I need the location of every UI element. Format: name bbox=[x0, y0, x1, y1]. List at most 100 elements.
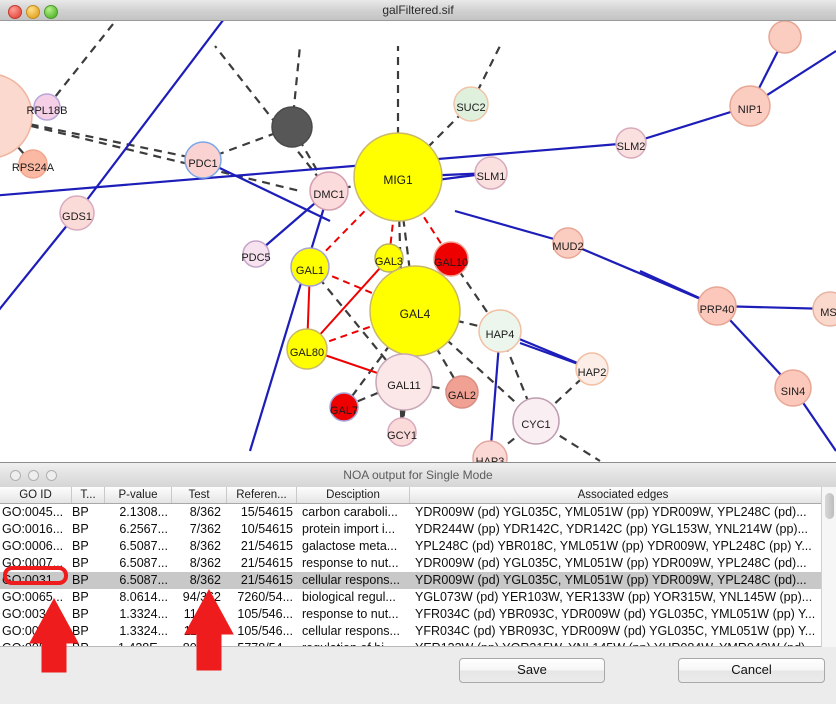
table-row[interactable]: GO:0031... BP 6.5087... 8/362 21/54615 cellul… bbox=[0, 572, 836, 589]
network-node[interactable] bbox=[768, 21, 802, 54]
column-header-p-value[interactable]: P-value bbox=[105, 487, 172, 503]
node-circle[interactable] bbox=[329, 392, 359, 422]
node-circle[interactable] bbox=[474, 156, 508, 190]
network-edge[interactable] bbox=[248, 190, 331, 452]
network-edge[interactable] bbox=[343, 380, 405, 409]
network-edge[interactable] bbox=[214, 45, 330, 192]
node-circle[interactable] bbox=[552, 227, 584, 259]
network-node[interactable]: MIG1 bbox=[353, 132, 443, 222]
network-node[interactable]: GAL1 bbox=[290, 247, 330, 287]
column-header-description[interactable]: Desciption bbox=[297, 487, 410, 503]
network-node[interactable]: GAL80 bbox=[286, 328, 328, 370]
node-circle[interactable] bbox=[768, 21, 802, 54]
node-circle[interactable] bbox=[18, 149, 48, 179]
network-edge[interactable] bbox=[630, 104, 751, 145]
column-header-test[interactable]: Test bbox=[172, 487, 227, 503]
table-row[interactable]: GO:0007... BP 6.5087... 8/362 21/54615 respon… bbox=[0, 555, 836, 572]
node-circle[interactable] bbox=[184, 141, 222, 179]
results-table[interactable]: GO ID T... P-value Test Referen... Desci… bbox=[0, 487, 836, 647]
network-node[interactable]: GDS1 bbox=[59, 195, 95, 231]
node-circle[interactable] bbox=[0, 74, 33, 158]
column-header-go-id[interactable]: GO ID bbox=[0, 487, 72, 503]
node-circle[interactable] bbox=[812, 291, 836, 327]
network-edge[interactable] bbox=[0, 212, 78, 321]
network-node[interactable]: RPS24A bbox=[12, 149, 55, 179]
table-row[interactable]: GO:0050...BP1.428E...80/3625778/54...reg… bbox=[0, 640, 836, 646]
node-circle[interactable] bbox=[353, 132, 443, 222]
table-scrollbar-thumb[interactable] bbox=[825, 493, 834, 519]
table-row[interactable]: GO:0065... BP 8.0614... 94/362 7260/54... bio… bbox=[0, 589, 836, 606]
table-vertical-scrollbar[interactable] bbox=[821, 487, 836, 647]
network-canvas[interactable]: RPL18B RPS24A GDS1 PDC1 SUC2 NIP1 SLM2 SLM1 DMC1… bbox=[0, 21, 836, 462]
network-node[interactable]: GAL11 bbox=[375, 353, 433, 411]
column-header-type[interactable]: T... bbox=[72, 487, 105, 503]
network-edge[interactable] bbox=[309, 266, 405, 383]
node-circle[interactable] bbox=[453, 86, 489, 122]
node-circle[interactable] bbox=[478, 309, 522, 353]
network-edge[interactable] bbox=[76, 21, 230, 214]
network-node[interactable]: SUC2 bbox=[453, 86, 489, 122]
table-row[interactable]: GO:0031... BP 1.3324... 11/362 105/546... cel… bbox=[0, 623, 836, 640]
node-circle[interactable] bbox=[286, 328, 328, 370]
node-circle[interactable] bbox=[512, 397, 560, 445]
table-row[interactable]: GO:0031... BP 1.3324... 11/362 105/546... res… bbox=[0, 606, 836, 623]
node-circle[interactable] bbox=[33, 93, 61, 121]
dialog-minimize-icon[interactable] bbox=[28, 470, 39, 481]
network-node[interactable]: MUD2 bbox=[552, 227, 584, 259]
close-icon[interactable] bbox=[8, 5, 22, 19]
network-node[interactable] bbox=[271, 106, 313, 148]
node-circle[interactable] bbox=[697, 286, 737, 326]
node-circle[interactable] bbox=[309, 171, 349, 211]
network-edge[interactable] bbox=[0, 141, 632, 197]
network-edge[interactable] bbox=[0, 116, 301, 193]
table-row[interactable]: GO:0045... BP 2.1308... 8/362 15/54615 carbon… bbox=[0, 504, 836, 521]
node-circle[interactable] bbox=[445, 375, 479, 409]
network-node[interactable]: GAL3 bbox=[374, 243, 404, 273]
node-circle[interactable] bbox=[374, 243, 404, 273]
node-circle[interactable] bbox=[575, 352, 609, 386]
node-circle[interactable] bbox=[242, 240, 270, 268]
network-node[interactable]: PRP40 bbox=[697, 286, 737, 326]
network-node[interactable]: GAL7 bbox=[329, 392, 359, 422]
node-circle[interactable] bbox=[615, 127, 647, 159]
cancel-button[interactable]: Cancel bbox=[678, 658, 825, 683]
network-node[interactable]: MSI bbox=[812, 291, 836, 327]
node-circle[interactable] bbox=[290, 247, 330, 287]
network-node[interactable]: SLM2 bbox=[615, 127, 647, 159]
dialog-close-icon[interactable] bbox=[10, 470, 21, 481]
network-node[interactable]: CYC1 bbox=[512, 397, 560, 445]
network-edge[interactable] bbox=[202, 159, 331, 222]
node-circle[interactable] bbox=[271, 106, 313, 148]
minimize-icon[interactable] bbox=[26, 5, 40, 19]
column-header-reference[interactable]: Referen... bbox=[227, 487, 297, 503]
network-node[interactable]: NIP1 bbox=[729, 85, 771, 127]
network-node[interactable]: GAL4 bbox=[369, 265, 461, 357]
save-button[interactable]: Save bbox=[459, 658, 605, 683]
network-node[interactable]: HAP3 bbox=[472, 440, 508, 462]
node-circle[interactable] bbox=[472, 440, 508, 462]
network-edge[interactable] bbox=[470, 45, 501, 105]
network-node[interactable]: RPL18B bbox=[27, 93, 68, 121]
network-node[interactable]: PDC5 bbox=[241, 240, 271, 268]
node-circle[interactable] bbox=[729, 85, 771, 127]
network-node[interactable]: SLM1 bbox=[474, 156, 508, 190]
node-circle[interactable] bbox=[59, 195, 95, 231]
maximize-icon[interactable] bbox=[44, 5, 58, 19]
network-node[interactable]: HAP2 bbox=[575, 352, 609, 386]
table-row[interactable]: GO:0006... BP 6.5087... 8/362 21/54615 galact… bbox=[0, 538, 836, 555]
network-node[interactable]: SIN4 bbox=[774, 369, 812, 407]
network-graph[interactable]: RPL18B RPS24A GDS1 PDC1 SUC2 NIP1 SLM2 SLM1 DMC1… bbox=[0, 21, 836, 462]
network-node[interactable] bbox=[0, 74, 33, 158]
network-edge[interactable] bbox=[535, 420, 601, 462]
dialog-maximize-icon[interactable] bbox=[46, 470, 57, 481]
network-edge[interactable] bbox=[309, 176, 399, 268]
table-row[interactable]: GO:0016... BP 6.2567... 7/362 10/54615 protei… bbox=[0, 521, 836, 538]
node-circle[interactable] bbox=[387, 417, 417, 447]
network-node[interactable]: PDC1 bbox=[184, 141, 222, 179]
network-node[interactable]: GAL10 bbox=[433, 241, 469, 277]
network-node[interactable]: HAP4 bbox=[478, 309, 522, 353]
table-body[interactable]: GO:0045... BP 2.1308... 8/362 15/54615 carbon… bbox=[0, 504, 836, 646]
node-circle[interactable] bbox=[375, 353, 433, 411]
node-circle[interactable] bbox=[433, 241, 469, 277]
network-node[interactable]: GCY1 bbox=[387, 417, 417, 447]
